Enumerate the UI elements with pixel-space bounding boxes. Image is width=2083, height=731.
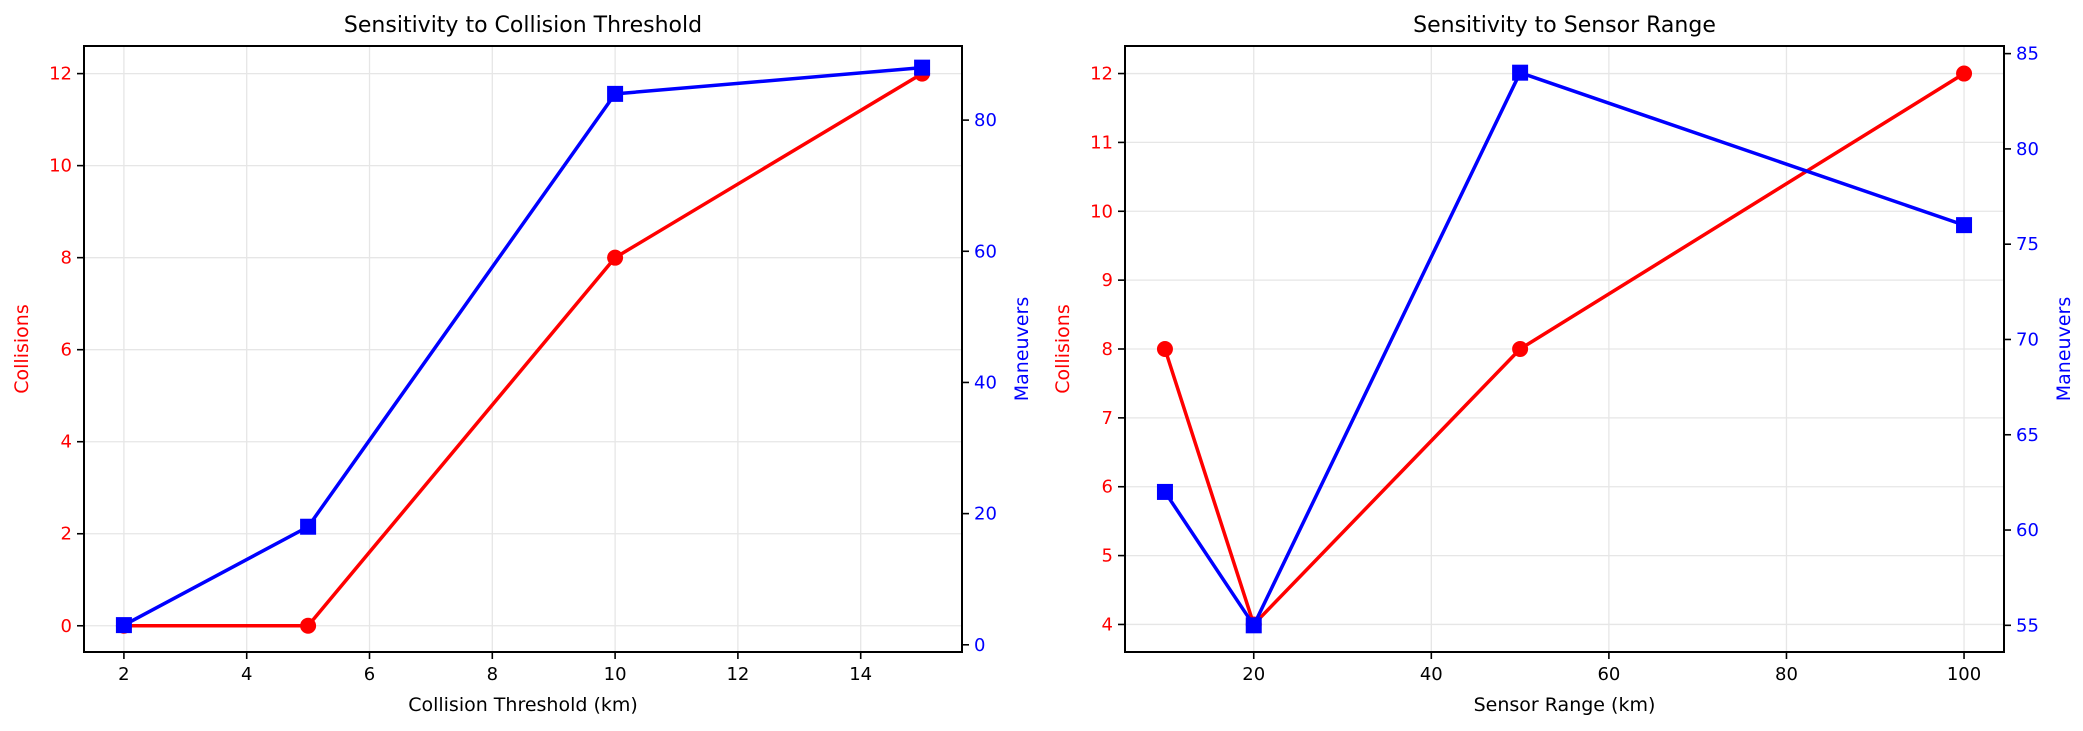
x-tick-label: 10 [604,664,627,685]
x-axis: 20 40 60 80 100 Sensor Range (km) [1242,652,1981,716]
y-tick-label-left: 5 [1102,546,1113,567]
y-tick-label-left: 11 [1090,132,1113,153]
x-axis: 2 4 6 8 10 12 14 Collision Threshold (km) [118,652,872,716]
data-point-square [1956,217,1973,234]
data-point-square [300,518,317,535]
y-axis-left: 0 2 4 6 8 10 12 Collisions [11,64,84,637]
x-tick-label: 6 [364,664,375,685]
y-axis-label-right: Maneuvers [1011,297,1033,401]
data-point-circle [1156,341,1173,357]
y-axis-label-left: Collisions [1052,304,1074,393]
y-tick-label-left: 10 [49,156,72,177]
x-tick-label: 4 [241,664,252,685]
data-point-square [1156,483,1173,500]
data-point-square [607,85,624,102]
chart-title: Sensitivity to Collision Threshold [344,13,702,38]
y-tick-label-right: 20 [974,504,997,525]
y-tick-label-left: 4 [1102,614,1113,635]
y-tick-label-left: 10 [1090,201,1113,222]
y-axis-left: 4 5 6 7 8 9 10 11 12 Collisions [1052,64,1125,635]
y-tick-label-right: 60 [2016,520,2039,541]
data-point-square [1512,64,1529,81]
y-axis-label-right: Maneuvers [2053,297,2075,401]
data-point-square [914,59,931,76]
y-tick-label-right: 80 [2016,139,2039,160]
y-tick-label-left: 12 [49,64,72,85]
y-tick-label-left: 6 [61,340,72,361]
gridlines [84,46,962,652]
chart-collision-threshold: 2 4 6 8 10 12 14 Collision Threshold (km) 0 2 4 6 8 1… [11,13,1033,716]
data-point-square [115,617,132,634]
plot-frame [83,45,963,653]
y-axis-right: 0 20 40 60 80 Maneuvers [962,110,1033,656]
y-axis-right: 55 60 65 70 75 80 85 Maneuvers [2004,44,2075,636]
y-tick-label-left: 4 [61,432,72,453]
y-tick-label-right: 75 [2016,234,2039,255]
y-tick-label-left: 7 [1102,408,1113,429]
x-tick-label: 80 [1775,664,1798,685]
x-tick-label: 12 [726,664,749,685]
y-tick-label-right: 65 [2016,425,2039,446]
x-tick-label: 20 [1242,664,1265,685]
series-collisions [1156,65,1973,633]
y-tick-label-right: 55 [2016,615,2039,636]
y-tick-label-left: 8 [1102,339,1113,360]
y-tick-label-right: 60 [974,241,997,262]
x-tick-label: 60 [1597,664,1620,685]
y-tick-label-right: 85 [2016,44,2039,65]
gridlines [1125,46,2004,652]
y-tick-label-left: 12 [1090,64,1113,85]
y-tick-label-left: 6 [1102,477,1113,498]
series-maneuvers [1156,64,1973,634]
series-maneuvers [115,59,931,634]
data-point-square [1245,617,1262,634]
chart-sensor-range: 20 40 60 80 100 Sensor Range (km) 4 5 6 7 8 9 10 11 12… [1052,13,2075,716]
data-point-circle [1956,65,1973,82]
x-tick-label: 14 [849,664,872,685]
y-tick-label-right: 70 [2016,329,2039,350]
y-tick-label-left: 8 [61,248,72,269]
x-tick-label: 40 [1420,664,1443,685]
data-point-circle [1512,341,1529,357]
x-tick-label: 2 [118,664,129,685]
x-axis-label: Sensor Range (km) [1474,694,1656,716]
y-tick-label-right: 0 [974,635,985,656]
y-tick-label-left: 0 [61,616,72,637]
x-tick-label: 8 [487,664,498,685]
x-tick-label: 100 [1947,664,1981,685]
y-axis-label-left: Collisions [11,304,33,393]
y-tick-label-left: 9 [1102,270,1113,291]
y-tick-label-right: 40 [974,372,997,393]
x-axis-label: Collision Threshold (km) [408,694,638,716]
y-tick-label-left: 2 [61,524,72,545]
y-tick-label-right: 80 [974,110,997,131]
chart-title: Sensitivity to Sensor Range [1413,13,1716,38]
data-point-circle [300,617,317,634]
data-point-circle [607,249,624,266]
